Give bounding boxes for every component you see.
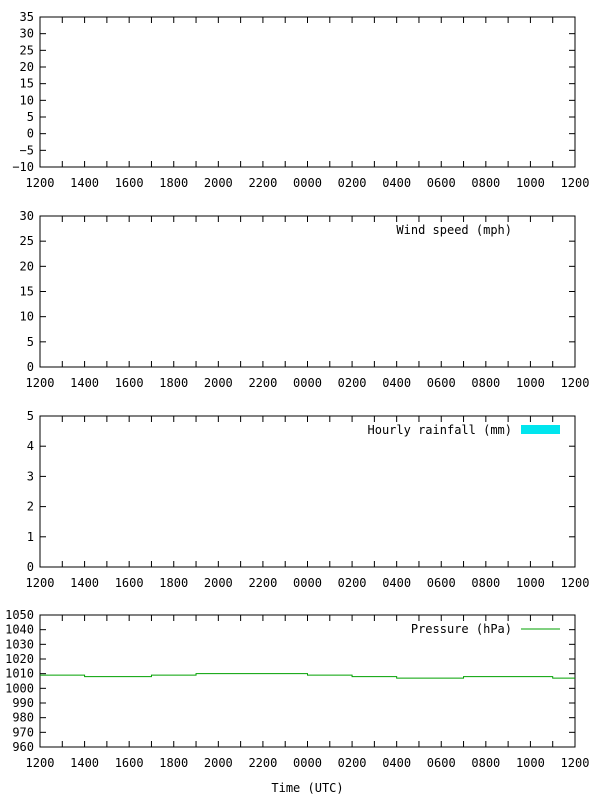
x-axis-label: Time (UTC): [271, 781, 343, 795]
x-tick-label: 0000: [293, 376, 322, 390]
x-tick-label: 1200: [561, 176, 590, 190]
x-tick-label: 1600: [115, 176, 144, 190]
y-tick-label: 5: [27, 409, 34, 423]
y-tick-label: 1020: [5, 652, 34, 666]
y-tick-label: 5: [27, 335, 34, 349]
x-tick-label: 1600: [115, 756, 144, 770]
y-tick-label: 10: [20, 93, 34, 107]
x-tick-label: 0400: [382, 576, 411, 590]
y-tick-label: 5: [27, 110, 34, 124]
x-tick-label: 0200: [338, 756, 367, 770]
y-tick-label: 1000: [5, 681, 34, 695]
x-tick-label: 2200: [248, 756, 277, 770]
x-tick-label: 1800: [159, 376, 188, 390]
x-tick-label: 0800: [471, 376, 500, 390]
legend-swatch: [521, 425, 560, 434]
y-tick-label: 960: [12, 740, 34, 754]
x-tick-label: 0600: [427, 376, 456, 390]
plot-frame: [39, 415, 576, 568]
x-tick-label: 1200: [26, 176, 55, 190]
x-tick-label: 1000: [516, 176, 545, 190]
x-tick-label: 1000: [516, 576, 545, 590]
x-tick-label: 0400: [382, 376, 411, 390]
y-tick-label: 1010: [5, 667, 34, 681]
y-tick-label: 0: [27, 127, 34, 141]
y-tick-label: 15: [20, 77, 34, 91]
y-tick-label: −5: [20, 143, 34, 157]
x-tick-label: 1800: [159, 576, 188, 590]
x-tick-label: 2000: [204, 376, 233, 390]
legend-label: Hourly rainfall (mm): [368, 423, 513, 437]
x-tick-label: 1200: [561, 756, 590, 770]
y-tick-label: 30: [20, 27, 34, 41]
x-tick-label: 0600: [427, 176, 456, 190]
y-tick-label: 0: [27, 560, 34, 574]
y-tick-label: 1030: [5, 637, 34, 651]
x-tick-label: 1200: [26, 576, 55, 590]
x-tick-label: 1200: [26, 756, 55, 770]
y-tick-label: 1040: [5, 623, 34, 637]
x-tick-label: 2000: [204, 576, 233, 590]
legend-label: Wind speed (mph): [396, 223, 512, 237]
y-tick-label: 2: [27, 500, 34, 514]
y-tick-label: −10: [12, 160, 34, 174]
x-tick-label: 0200: [338, 576, 367, 590]
y-tick-label: 1050: [5, 608, 34, 622]
y-tick-label: 1: [27, 530, 34, 544]
x-tick-label: 0000: [293, 176, 322, 190]
y-tick-label: 10: [20, 310, 34, 324]
x-tick-label: 0000: [293, 756, 322, 770]
x-tick-label: 2200: [248, 176, 277, 190]
legend-label: Pressure (hPa): [411, 622, 512, 636]
y-tick-label: 20: [20, 60, 34, 74]
y-tick-label: 990: [12, 696, 34, 710]
y-tick-label: 980: [12, 711, 34, 725]
x-tick-label: 0600: [427, 576, 456, 590]
y-tick-label: 25: [20, 234, 34, 248]
x-tick-label: 0200: [338, 176, 367, 190]
x-tick-label: 1400: [70, 576, 99, 590]
x-tick-label: 2200: [248, 576, 277, 590]
series-line: [40, 673, 575, 679]
x-tick-label: 1000: [516, 756, 545, 770]
y-tick-label: 20: [20, 259, 34, 273]
x-tick-label: 1400: [70, 376, 99, 390]
x-tick-label: 0800: [471, 176, 500, 190]
x-tick-label: 1200: [561, 576, 590, 590]
x-tick-label: 0400: [382, 756, 411, 770]
x-tick-label: 0200: [338, 376, 367, 390]
x-tick-label: 1600: [115, 576, 144, 590]
x-tick-label: 1200: [561, 376, 590, 390]
y-tick-label: 25: [20, 43, 34, 57]
x-tick-label: 0400: [382, 176, 411, 190]
x-tick-label: 2000: [204, 756, 233, 770]
x-tick-label: 1400: [70, 176, 99, 190]
x-tick-label: 1600: [115, 376, 144, 390]
x-tick-label: 0600: [427, 756, 456, 770]
x-tick-label: 1400: [70, 756, 99, 770]
y-tick-label: 15: [20, 285, 34, 299]
x-tick-label: 2000: [204, 176, 233, 190]
y-tick-label: 4: [27, 439, 34, 453]
y-tick-label: 970: [12, 725, 34, 739]
x-tick-label: 1800: [159, 176, 188, 190]
y-tick-label: 30: [20, 209, 34, 223]
plot-frame: [39, 16, 576, 168]
x-tick-label: 0800: [471, 576, 500, 590]
x-tick-label: 2200: [248, 376, 277, 390]
x-tick-label: 0000: [293, 576, 322, 590]
x-tick-label: 1800: [159, 756, 188, 770]
y-tick-label: 3: [27, 469, 34, 483]
x-tick-label: 1000: [516, 376, 545, 390]
y-tick-label: 0: [27, 360, 34, 374]
x-tick-label: 0800: [471, 756, 500, 770]
x-tick-label: 1200: [26, 376, 55, 390]
plot-frame: [39, 215, 576, 368]
y-tick-label: 35: [20, 10, 34, 24]
